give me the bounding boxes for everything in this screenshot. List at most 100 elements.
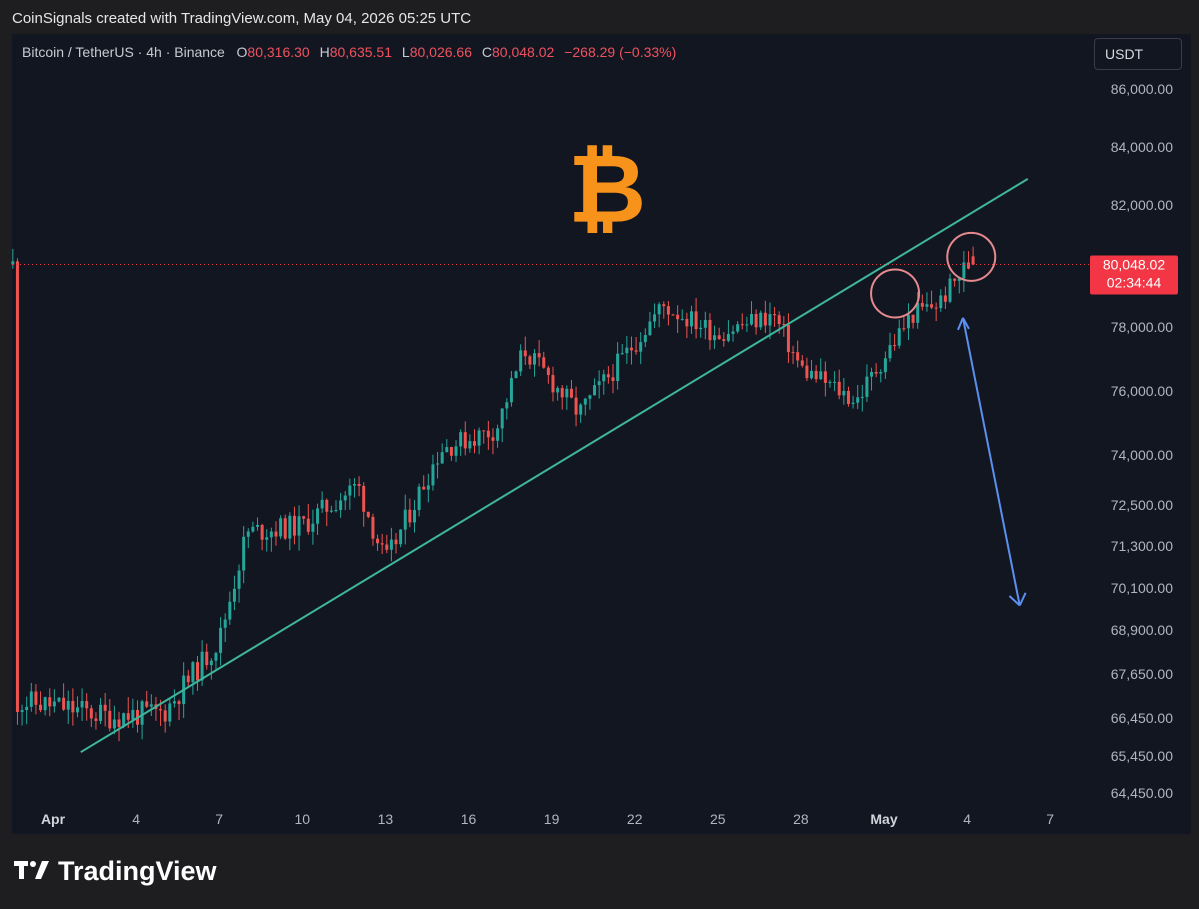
chart-caption: CoinSignals created with TradingView.com…	[12, 10, 472, 27]
candle-body	[408, 509, 412, 523]
candle-body	[445, 447, 449, 453]
candle-body	[602, 374, 606, 382]
candle-body	[782, 324, 786, 326]
candle-body	[657, 304, 661, 315]
candle-body	[52, 701, 56, 707]
candle-body	[219, 627, 223, 653]
low-value: 80,026.66	[409, 44, 472, 60]
candle-body	[625, 347, 629, 354]
candle-body	[177, 701, 181, 705]
candle-body	[159, 709, 163, 711]
candle-body	[934, 307, 938, 309]
y-tick-label: 67,650.00	[1111, 666, 1173, 682]
candle-body	[759, 312, 763, 328]
candle-body	[583, 398, 587, 405]
candle-body	[957, 278, 961, 281]
candle-body	[777, 315, 781, 325]
candle-body	[629, 347, 633, 351]
candle-body	[62, 697, 66, 710]
x-tick-label: 7	[1046, 811, 1054, 827]
x-tick-label: 13	[378, 811, 394, 827]
trendline	[80, 178, 1029, 754]
candle-body	[80, 701, 84, 708]
ohlc-legend: Bitcoin / TetherUS · 4h · Binance O80,31…	[22, 44, 676, 60]
candle-body	[99, 704, 103, 721]
y-tick-label: 70,100.00	[1111, 580, 1173, 596]
candle-body	[352, 483, 356, 486]
candle-body	[376, 538, 380, 544]
x-tick-label: 25	[710, 811, 726, 827]
candle-body	[546, 367, 550, 376]
high-value: 80,635.51	[329, 44, 393, 60]
candle-body	[436, 463, 440, 465]
candle-body	[648, 321, 652, 336]
candle-body	[537, 353, 541, 358]
candle-body	[473, 441, 477, 446]
candle-body	[279, 518, 283, 537]
tradingview-logo-icon	[14, 857, 50, 888]
candle-body	[343, 495, 347, 501]
candle-body	[48, 697, 52, 707]
candle-body	[302, 516, 306, 519]
candle-body	[172, 701, 176, 704]
candle-body	[205, 651, 209, 666]
candle-body	[846, 390, 850, 404]
y-tick-label: 64,450.00	[1111, 785, 1173, 801]
y-tick-label: 74,000.00	[1111, 447, 1173, 463]
candle-body	[25, 706, 29, 711]
candle-body	[888, 345, 892, 359]
candle-body	[768, 314, 772, 326]
candle-body	[288, 515, 292, 539]
candle-body	[948, 278, 952, 302]
candle-body	[283, 518, 287, 539]
candle-body	[500, 408, 504, 429]
candle-body	[860, 396, 864, 398]
price-tag-value: 80,048.02	[1103, 257, 1165, 273]
candle-body	[486, 430, 490, 438]
candle-body	[643, 335, 647, 343]
candle-body	[334, 510, 338, 512]
candle-body	[145, 701, 149, 707]
candle-body	[459, 432, 463, 447]
candle-body	[454, 446, 458, 456]
candle-body	[491, 437, 495, 441]
y-tick-label: 65,450.00	[1111, 748, 1173, 764]
x-tick-label: 4	[132, 811, 140, 827]
candle-body	[574, 397, 578, 415]
candle-body	[311, 523, 315, 532]
candle-body	[943, 295, 947, 302]
y-tick-label: 76,000.00	[1111, 383, 1173, 399]
candle-body	[906, 314, 910, 329]
highlight-circle	[870, 268, 921, 319]
candle-body	[916, 302, 920, 323]
candle-body	[43, 697, 47, 711]
candle-body	[75, 707, 79, 713]
candle-body	[666, 306, 670, 315]
candle-body	[39, 704, 43, 711]
currency-button[interactable]: USDT	[1094, 38, 1182, 70]
candle-body	[214, 652, 218, 661]
candle-body	[274, 531, 278, 537]
open-value: 80,316.30	[247, 44, 310, 60]
candle-body	[819, 371, 823, 380]
candle-body	[117, 719, 121, 727]
candle-body	[163, 710, 167, 722]
low-label: L	[401, 44, 410, 60]
arrow-tail-hook	[962, 317, 970, 330]
y-tick-label: 66,450.00	[1111, 710, 1173, 726]
candle-body	[320, 499, 324, 509]
candle-body	[89, 708, 93, 719]
candle-body	[745, 324, 749, 326]
candle-body	[514, 371, 518, 379]
candle-body	[823, 371, 827, 383]
candle-body	[763, 312, 767, 326]
candle-body	[796, 352, 800, 361]
candle-body	[66, 700, 70, 710]
candle-body	[269, 531, 273, 538]
x-tick-label: 7	[215, 811, 223, 827]
candle-body	[412, 509, 416, 523]
y-tick-label: 72,500.00	[1111, 497, 1173, 513]
candle-body	[856, 397, 860, 403]
candle-body	[810, 370, 814, 379]
